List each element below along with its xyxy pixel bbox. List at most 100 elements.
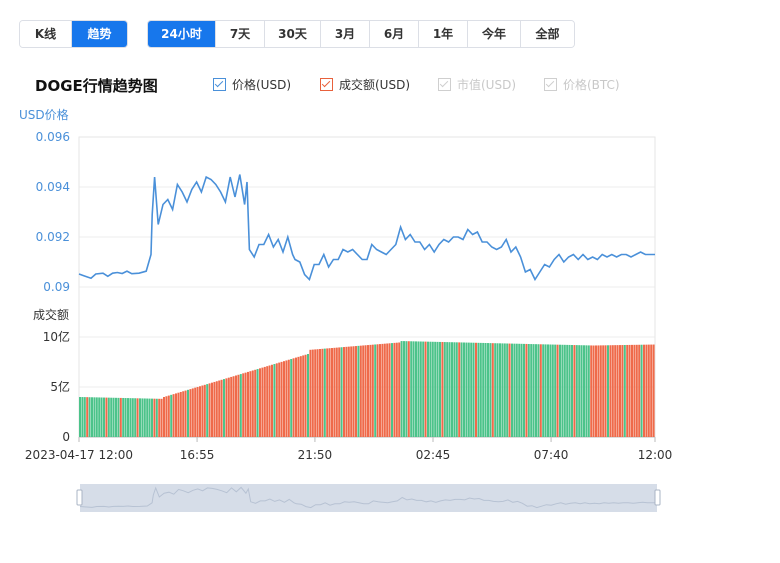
tab-6m[interactable]: 6月 bbox=[369, 21, 418, 47]
volume-bar bbox=[143, 398, 146, 437]
volume-bar bbox=[251, 370, 254, 437]
volume-bar bbox=[568, 344, 571, 437]
volume-bar bbox=[647, 344, 650, 437]
volume-axis-title: 成交额 bbox=[33, 307, 69, 322]
volume-bar bbox=[95, 397, 98, 437]
tab-7d[interactable]: 7天 bbox=[215, 21, 264, 47]
volume-bar bbox=[283, 361, 285, 437]
volume-bar bbox=[400, 341, 403, 437]
volume-bar bbox=[119, 397, 122, 437]
volume-bar bbox=[381, 343, 384, 437]
volume-bar bbox=[347, 346, 350, 437]
checkbox-icon bbox=[213, 78, 226, 91]
volume-bar bbox=[328, 348, 331, 437]
volume-bar bbox=[201, 385, 204, 437]
volume-bar bbox=[271, 364, 273, 437]
volume-bar bbox=[136, 398, 139, 437]
volume-bar bbox=[602, 345, 605, 437]
legend-price-btc[interactable]: 价格(BTC) bbox=[544, 76, 620, 93]
volume-bar bbox=[530, 344, 533, 437]
volume-bar bbox=[451, 342, 453, 437]
volume-bar bbox=[539, 344, 542, 437]
tab-24h[interactable]: 24小时 bbox=[148, 21, 215, 47]
volume-bar bbox=[383, 343, 386, 437]
volume-bar bbox=[263, 366, 266, 437]
volume-bar bbox=[285, 360, 288, 437]
volume-bar bbox=[134, 398, 137, 437]
navigator-right-handle[interactable] bbox=[654, 489, 661, 506]
tab-kline[interactable]: K线 bbox=[20, 21, 71, 47]
volume-bar bbox=[643, 344, 645, 437]
volume-bar bbox=[129, 398, 132, 437]
x-tick-label: 12:00 bbox=[638, 448, 673, 462]
volume-bar bbox=[112, 397, 115, 437]
tab-30d[interactable]: 30天 bbox=[264, 21, 320, 47]
volume-bar bbox=[484, 343, 487, 437]
volume-bars bbox=[79, 341, 655, 437]
volume-bar bbox=[472, 342, 475, 437]
volume-bar bbox=[211, 382, 213, 437]
navigator-track[interactable] bbox=[80, 484, 657, 512]
volume-bar bbox=[302, 355, 305, 437]
tab-all[interactable]: 全部 bbox=[520, 21, 574, 47]
legend-volume-usd[interactable]: 成交额(USD) bbox=[320, 76, 410, 93]
volume-bar bbox=[556, 344, 559, 437]
volume-bar bbox=[203, 384, 206, 437]
volume-bar bbox=[299, 356, 302, 437]
volume-bar bbox=[357, 345, 360, 437]
volume-bar bbox=[479, 342, 482, 437]
volume-bar bbox=[165, 396, 168, 437]
volume-bar bbox=[532, 344, 535, 437]
volume-bar bbox=[249, 371, 252, 437]
volume-bar bbox=[187, 389, 189, 437]
volume-bar bbox=[487, 343, 489, 437]
volume-bar bbox=[388, 343, 391, 437]
volume-bar bbox=[345, 346, 348, 437]
volume-bar bbox=[172, 394, 175, 437]
volume-bar bbox=[261, 367, 264, 437]
volume-bar bbox=[227, 377, 230, 437]
volume-bar bbox=[443, 342, 446, 437]
volume-bar bbox=[559, 344, 561, 437]
chart-mode-switch: K线 趋势 bbox=[19, 20, 128, 48]
volume-bar bbox=[446, 342, 449, 437]
tab-trend[interactable]: 趋势 bbox=[71, 21, 127, 47]
volume-bar bbox=[93, 397, 96, 437]
volume-bar bbox=[100, 397, 103, 437]
volume-bar bbox=[115, 397, 117, 437]
volume-bar bbox=[520, 343, 523, 437]
volume-bar bbox=[359, 345, 362, 437]
volume-bar bbox=[508, 343, 511, 437]
volume-bar bbox=[177, 392, 180, 437]
volume-bar bbox=[609, 345, 612, 437]
volume-bar bbox=[489, 343, 492, 437]
volume-bar bbox=[628, 344, 631, 437]
range-navigator[interactable] bbox=[76, 484, 661, 512]
volume-bar bbox=[417, 341, 420, 437]
tab-ytd[interactable]: 今年 bbox=[467, 21, 520, 47]
checkbox-icon bbox=[320, 78, 333, 91]
volume-bar bbox=[551, 344, 554, 437]
legend-price-usd[interactable]: 价格(USD) bbox=[213, 76, 291, 93]
legend-marketcap-usd[interactable]: 市值(USD) bbox=[438, 76, 516, 93]
volume-bar bbox=[573, 345, 576, 437]
volume-bar bbox=[105, 397, 108, 437]
volume-bar bbox=[422, 341, 425, 437]
navigator-overview-line bbox=[79, 486, 657, 509]
price-tick-label: 0.092 bbox=[36, 230, 70, 244]
volume-bar bbox=[623, 345, 626, 437]
volume-bar bbox=[499, 343, 501, 437]
volume-bar bbox=[86, 397, 89, 437]
x-tick-label: 07:40 bbox=[534, 448, 569, 462]
navigator-left-handle[interactable] bbox=[76, 489, 83, 506]
volume-bar bbox=[155, 398, 158, 437]
volume-bar bbox=[158, 398, 161, 437]
volume-bar bbox=[139, 398, 141, 437]
chart-title: DOGE行情趋势图 bbox=[35, 77, 158, 95]
tab-3m[interactable]: 3月 bbox=[320, 21, 369, 47]
volume-bar bbox=[650, 344, 653, 437]
tab-1y[interactable]: 1年 bbox=[418, 21, 467, 47]
volume-bar bbox=[326, 348, 329, 437]
volume-bar bbox=[191, 388, 194, 437]
volume-bar bbox=[316, 349, 319, 437]
